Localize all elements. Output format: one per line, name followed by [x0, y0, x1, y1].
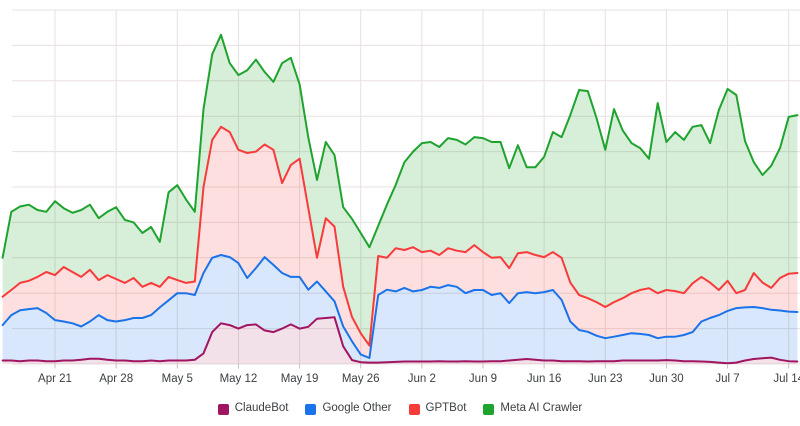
time-series-area-chart[interactable]: Apr 21 Apr 28 May 5 May 12 May 19 May 26 Jun 2…	[0, 0, 800, 392]
series-line-google-other	[1, 254, 799, 359]
x-tick-label: Jul 14	[773, 373, 800, 385]
x-tick-label: May 26	[342, 373, 380, 385]
legend-swatch-claudebot	[217, 403, 229, 415]
x-tick-label: May 19	[281, 373, 319, 385]
x-tick-label: May 5	[162, 373, 193, 385]
x-tick-label: Jun 2	[408, 373, 436, 385]
legend-label-google-other: Google Other	[322, 402, 392, 415]
series-line-meta-ai-crawler	[1, 33, 799, 259]
series-line-claudebot	[1, 316, 799, 365]
series-line-gptbot	[1, 125, 799, 347]
legend-swatch-google-other	[305, 403, 317, 415]
x-tick-label: Jun 16	[527, 373, 562, 385]
series-area-meta-ai-crawler	[2, 34, 798, 346]
legend-item-google-other[interactable]: Google Other	[305, 402, 392, 415]
x-tick-label: Jun 23	[588, 373, 623, 385]
series-area-google-other	[2, 255, 798, 364]
x-tick-label: Jun 30	[649, 373, 684, 385]
x-tick-label: Apr 21	[38, 373, 72, 385]
legend-item-meta-ai-crawler[interactable]: Meta AI Crawler	[483, 403, 582, 415]
x-tick-label: Jun 9	[469, 373, 497, 385]
x-tick-label: Apr 28	[99, 373, 133, 385]
legend-swatch-meta-ai-crawler	[483, 403, 495, 415]
legend-label-meta-ai-crawler: Meta AI Crawler	[500, 402, 583, 415]
x-tick-label: Jul 7	[715, 373, 739, 385]
legend-item-gptbot[interactable]: GPTBot	[408, 402, 467, 415]
legend-label-claudebot: ClaudeBot	[234, 402, 289, 415]
x-tick-label: May 12	[220, 373, 258, 385]
legend-swatch-gptbot	[408, 403, 420, 415]
legend-label-gptbot: GPTBot	[425, 402, 467, 415]
legend-item-claudebot[interactable]: ClaudeBot	[217, 402, 289, 415]
chart-legend: ClaudeBot Google Other GPTBot Meta AI Cr…	[0, 392, 800, 426]
